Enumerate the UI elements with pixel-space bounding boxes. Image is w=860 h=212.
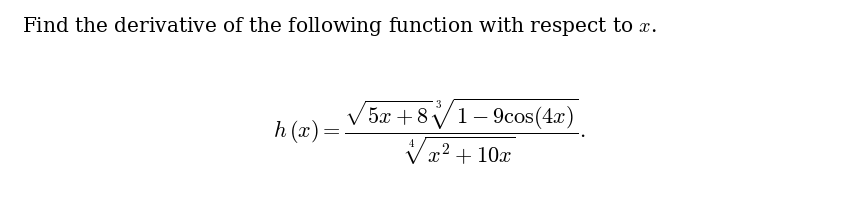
Text: Find the derivative of the following function with respect to $x$.: Find the derivative of the following fun… xyxy=(22,15,656,38)
Text: $h\,(x) = \dfrac{\sqrt{5x+8}\;\sqrt[3]{1-9\cos(4x)}}{\sqrt[4]{x^2+10x}}.$: $h\,(x) = \dfrac{\sqrt{5x+8}\;\sqrt[3]{1… xyxy=(273,96,587,167)
